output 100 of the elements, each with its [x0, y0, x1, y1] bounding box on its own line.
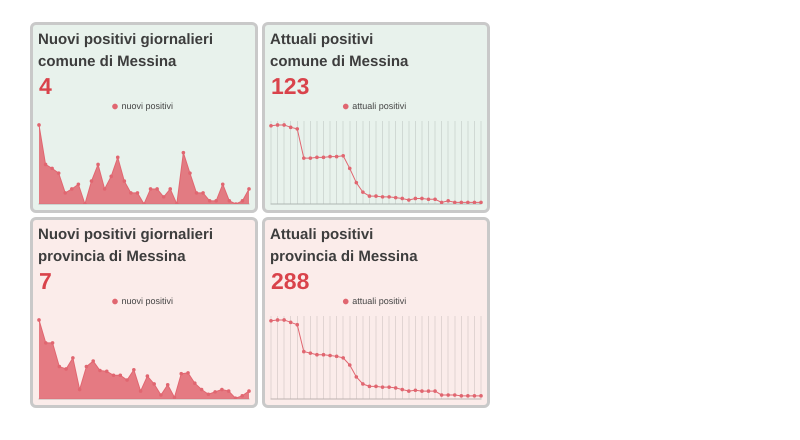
point — [208, 199, 212, 203]
point — [188, 171, 192, 175]
point — [426, 197, 430, 202]
point — [322, 352, 326, 357]
point — [466, 394, 470, 398]
point — [288, 320, 292, 324]
point — [37, 318, 41, 322]
point — [302, 350, 306, 354]
point — [102, 187, 106, 191]
point — [269, 318, 273, 323]
point — [394, 196, 398, 200]
chart-subtitle: 4 — [39, 73, 53, 99]
point — [394, 386, 398, 390]
point — [328, 154, 332, 158]
point — [44, 341, 48, 345]
point — [282, 318, 286, 322]
point — [125, 378, 129, 382]
point — [440, 393, 444, 397]
point — [466, 200, 470, 204]
point — [426, 389, 430, 393]
point — [129, 191, 133, 195]
point — [368, 384, 372, 388]
point — [220, 182, 225, 186]
point — [354, 180, 358, 184]
point — [295, 127, 300, 131]
point — [71, 356, 75, 360]
point — [155, 187, 159, 191]
point — [460, 394, 464, 398]
point — [159, 393, 163, 397]
point — [407, 198, 411, 202]
point — [315, 352, 319, 357]
point — [64, 367, 68, 371]
point — [295, 322, 300, 326]
point — [387, 195, 391, 199]
point — [148, 187, 152, 191]
point — [186, 371, 190, 375]
point — [220, 388, 224, 392]
point — [56, 171, 60, 175]
point — [334, 354, 338, 358]
point — [452, 200, 457, 204]
point — [479, 394, 483, 398]
point — [380, 195, 384, 199]
point — [168, 187, 172, 191]
point — [166, 382, 170, 387]
point — [380, 385, 384, 389]
point — [420, 389, 424, 393]
point — [387, 385, 391, 389]
point — [96, 162, 100, 166]
point — [90, 179, 94, 183]
point — [182, 150, 186, 154]
point — [322, 156, 326, 160]
point — [200, 388, 204, 392]
chart-subtitle: 288 — [271, 268, 310, 294]
legend-label: nuovi positivi — [121, 296, 174, 306]
legend-label: nuovi positivi — [121, 100, 174, 111]
point — [308, 156, 312, 160]
point — [276, 123, 280, 127]
point — [361, 382, 365, 386]
point — [179, 372, 184, 376]
point — [315, 156, 319, 160]
point — [400, 388, 404, 392]
point — [361, 190, 365, 194]
legend-label: attuali positivi — [352, 296, 406, 306]
point — [213, 390, 217, 394]
point — [122, 179, 126, 183]
point — [282, 123, 286, 127]
point — [109, 174, 113, 178]
point — [44, 162, 48, 166]
point — [138, 389, 142, 393]
point — [460, 200, 464, 204]
point — [193, 381, 197, 385]
point — [247, 389, 251, 393]
point — [308, 351, 312, 355]
point — [400, 196, 404, 200]
point — [414, 196, 418, 200]
point — [414, 388, 418, 392]
chart-subtitle: 7 — [39, 268, 53, 294]
point — [341, 154, 345, 158]
point — [228, 199, 232, 203]
point — [104, 370, 109, 374]
point — [348, 166, 352, 170]
point — [276, 318, 280, 322]
point — [201, 191, 205, 195]
chart-title: Attuali positivi comune di Messina — [270, 30, 410, 72]
point — [288, 126, 292, 130]
point — [240, 394, 244, 398]
point — [226, 389, 230, 393]
point — [472, 394, 476, 398]
point — [70, 187, 74, 191]
point — [172, 396, 176, 399]
chart-title: Nuovi positivi giornalieri comune di Messina — [38, 30, 214, 72]
point — [63, 191, 68, 195]
point — [446, 393, 450, 397]
point — [112, 373, 116, 378]
point — [328, 354, 332, 358]
point — [440, 200, 444, 204]
point — [50, 341, 54, 345]
point — [479, 200, 483, 204]
point — [269, 124, 273, 128]
point — [240, 199, 244, 203]
